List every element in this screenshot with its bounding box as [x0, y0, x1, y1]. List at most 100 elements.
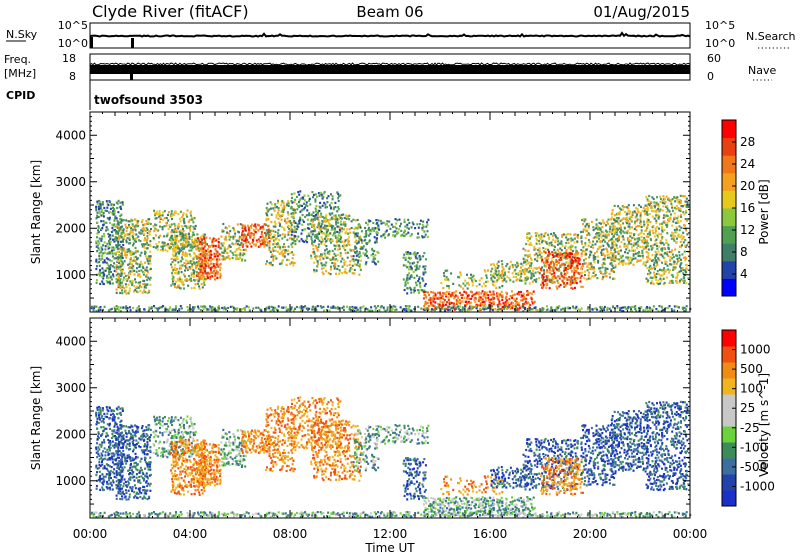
power-echo [546, 271, 549, 274]
power-echo [651, 206, 654, 209]
power-echo [331, 217, 334, 220]
power-echo [473, 299, 476, 302]
power-echo [383, 308, 386, 311]
power-echo [221, 251, 224, 254]
power-echo [675, 262, 678, 265]
power-echo [552, 264, 555, 267]
power-echo [669, 218, 672, 221]
power-echo [493, 280, 496, 283]
power-echo [627, 207, 630, 210]
power-echo [235, 254, 238, 257]
power-echo [218, 305, 220, 308]
power-echo [594, 243, 597, 246]
power-echo [675, 231, 678, 234]
power-echo [498, 308, 501, 311]
power-echo [604, 268, 607, 272]
power-echo [516, 307, 519, 310]
power-echo [98, 199, 101, 203]
power-echo [365, 254, 368, 257]
power-echo [142, 279, 145, 282]
power-echo [620, 241, 623, 244]
power-echo [646, 220, 649, 223]
power-echo [328, 239, 331, 242]
power-echo [408, 272, 411, 275]
power-echo [557, 240, 560, 243]
power-echo [259, 308, 262, 311]
power-echo [108, 270, 110, 273]
power-echo [246, 224, 249, 227]
power-echo [661, 225, 664, 228]
power-echo [203, 267, 206, 270]
power-echo [122, 284, 124, 287]
power-echo [508, 265, 511, 268]
power-echo [355, 239, 358, 242]
power-echo [192, 225, 195, 228]
power-echo [313, 240, 316, 243]
power-echo [587, 232, 590, 235]
power-echo [326, 206, 328, 209]
power-echo [559, 252, 562, 255]
power-echo [533, 253, 536, 257]
power-echo [100, 237, 103, 241]
power-echo [102, 308, 104, 311]
power-echo [293, 229, 295, 232]
power-echo [600, 306, 603, 309]
power-echo [453, 297, 456, 300]
power-echo [316, 236, 319, 239]
power-echo [265, 223, 267, 226]
power-echo [449, 293, 452, 296]
power-echo [676, 217, 679, 220]
power-echo [188, 235, 191, 238]
power-echo [229, 250, 232, 253]
power-echo [145, 222, 148, 225]
power-echo [669, 279, 672, 283]
power-echo [317, 246, 320, 249]
power-echo [326, 220, 329, 223]
power-echo [220, 242, 223, 245]
power-echo [570, 262, 573, 265]
power-echo [99, 207, 102, 210]
power-echo [417, 305, 420, 308]
power-echo [373, 236, 376, 239]
power-echo [633, 210, 636, 213]
power-echo [127, 292, 130, 295]
power-echo [667, 220, 670, 223]
power-echo [407, 260, 410, 263]
power-echo [580, 236, 583, 240]
power-echo [527, 267, 530, 270]
power-echo [117, 247, 120, 250]
power-echo [686, 268, 688, 271]
power-echo [241, 245, 244, 248]
power-echo [356, 308, 359, 311]
power-echo [184, 251, 187, 254]
power-echo [355, 306, 358, 309]
power-echo [329, 232, 332, 235]
power-echo [468, 307, 471, 310]
power-echo [586, 264, 589, 267]
power-echo [400, 229, 403, 232]
power-echo [687, 242, 690, 245]
power-echo [680, 226, 683, 229]
power-echo [592, 271, 595, 274]
power-echo [677, 207, 680, 210]
power-echo [663, 272, 666, 275]
power-echo [216, 255, 219, 258]
power-echo [580, 240, 583, 243]
power-echo [199, 247, 202, 250]
power-echo [102, 212, 105, 215]
power-echo [649, 237, 652, 241]
power-echo [577, 271, 580, 274]
power-echo [209, 256, 212, 259]
power-echo [127, 220, 130, 223]
power-echo [244, 308, 246, 312]
power-echo [538, 239, 541, 243]
power-echo [661, 199, 664, 202]
power-echo [410, 309, 413, 313]
power-echo [392, 234, 394, 237]
power-echo [181, 258, 184, 261]
power-echo [610, 246, 613, 249]
power-echo [521, 305, 524, 308]
power-echo [109, 221, 111, 224]
power-echo [153, 230, 156, 233]
power-echo [287, 231, 290, 234]
